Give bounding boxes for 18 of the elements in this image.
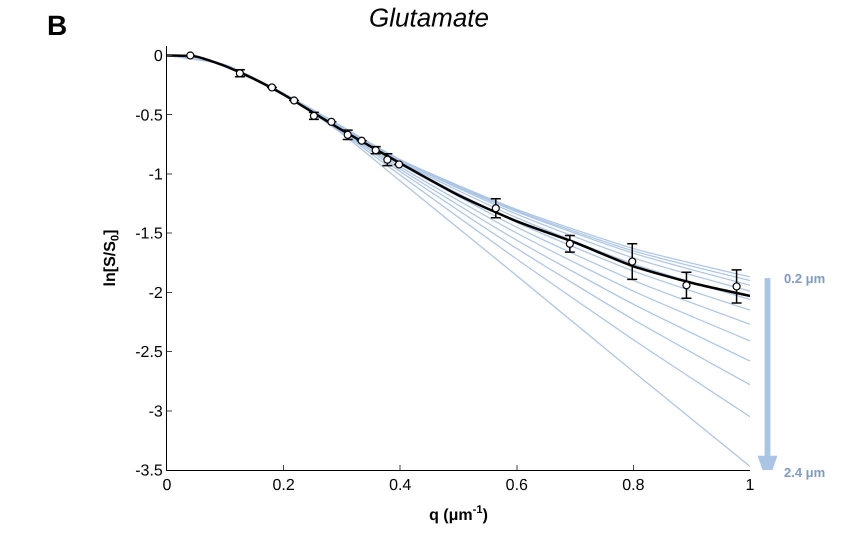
y-tick-label: -2 [148, 284, 163, 302]
x-tick-label: 1 [746, 477, 755, 494]
x-axis-title: q (μm$^{-1}$) [429, 504, 488, 524]
x-tick-label: 0.2 [272, 477, 295, 494]
y-tick-label: -3.5 [135, 462, 163, 480]
y-tick-label: -0.5 [135, 107, 163, 124]
chart-title: Glutamate [369, 2, 489, 32]
y-tick-label: -3 [148, 403, 163, 420]
y-tick-label: -1.5 [135, 226, 163, 243]
y-tick-label: -1 [148, 166, 163, 184]
text: 2.4 μm [784, 465, 826, 480]
y-tick-label: 0 [154, 48, 163, 66]
x-tick-label: 0.6 [506, 477, 528, 494]
text: 0.2 μm [784, 271, 826, 286]
y-tick-label: -2.5 [135, 344, 163, 362]
text: B [47, 10, 68, 41]
x-tick-label: 0.8 [622, 477, 645, 494]
x-tick-label: 0.4 [389, 477, 412, 494]
